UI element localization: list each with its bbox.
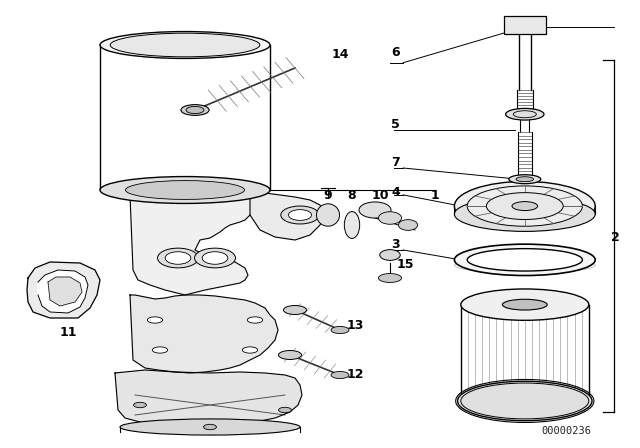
Ellipse shape xyxy=(181,105,209,116)
Text: 9: 9 xyxy=(324,189,332,202)
Ellipse shape xyxy=(509,175,541,184)
Text: 8: 8 xyxy=(348,189,356,202)
Ellipse shape xyxy=(454,197,595,231)
Ellipse shape xyxy=(165,252,191,264)
Text: 7: 7 xyxy=(391,156,400,169)
Ellipse shape xyxy=(461,383,589,419)
Ellipse shape xyxy=(281,206,319,224)
Ellipse shape xyxy=(186,107,204,114)
Ellipse shape xyxy=(120,419,300,435)
Ellipse shape xyxy=(502,299,547,310)
Text: 6: 6 xyxy=(391,46,400,60)
Ellipse shape xyxy=(331,327,349,334)
Ellipse shape xyxy=(195,248,236,268)
Text: 15: 15 xyxy=(396,258,413,271)
Ellipse shape xyxy=(512,202,538,211)
Text: 00000236: 00000236 xyxy=(541,426,591,436)
Ellipse shape xyxy=(486,193,563,220)
Polygon shape xyxy=(38,270,88,313)
Ellipse shape xyxy=(461,289,589,320)
Text: 4: 4 xyxy=(391,186,400,199)
Ellipse shape xyxy=(467,186,582,226)
Text: 12: 12 xyxy=(346,369,364,382)
Ellipse shape xyxy=(100,31,270,58)
Ellipse shape xyxy=(516,177,534,182)
Ellipse shape xyxy=(398,220,418,230)
Polygon shape xyxy=(130,295,278,373)
Text: 11: 11 xyxy=(60,326,77,339)
Ellipse shape xyxy=(378,212,401,224)
Ellipse shape xyxy=(380,250,400,260)
Ellipse shape xyxy=(204,424,216,430)
Ellipse shape xyxy=(344,211,360,238)
Polygon shape xyxy=(115,370,302,427)
Ellipse shape xyxy=(243,347,258,353)
Ellipse shape xyxy=(157,248,198,268)
Ellipse shape xyxy=(317,204,339,226)
Polygon shape xyxy=(250,193,325,240)
Ellipse shape xyxy=(202,252,228,264)
Ellipse shape xyxy=(247,317,262,323)
Ellipse shape xyxy=(454,244,595,276)
Ellipse shape xyxy=(100,177,270,203)
Text: 10: 10 xyxy=(371,189,388,202)
Ellipse shape xyxy=(454,181,595,231)
Ellipse shape xyxy=(359,202,391,218)
Ellipse shape xyxy=(458,381,592,421)
Bar xyxy=(504,16,545,34)
Ellipse shape xyxy=(134,402,147,408)
Ellipse shape xyxy=(152,347,168,353)
Text: 3: 3 xyxy=(391,237,400,251)
Ellipse shape xyxy=(278,407,291,413)
Ellipse shape xyxy=(125,181,244,199)
Text: 14: 14 xyxy=(332,48,349,61)
Ellipse shape xyxy=(467,249,582,271)
Polygon shape xyxy=(48,277,82,306)
Text: 13: 13 xyxy=(346,319,364,332)
Text: 1: 1 xyxy=(431,189,440,202)
Ellipse shape xyxy=(278,350,301,359)
Ellipse shape xyxy=(284,306,307,314)
Ellipse shape xyxy=(110,33,260,57)
Ellipse shape xyxy=(289,210,312,220)
Ellipse shape xyxy=(147,317,163,323)
Text: 5: 5 xyxy=(391,118,400,131)
Polygon shape xyxy=(27,262,100,318)
Ellipse shape xyxy=(331,371,349,379)
Ellipse shape xyxy=(506,108,544,120)
Ellipse shape xyxy=(513,111,536,118)
Text: 2: 2 xyxy=(611,231,620,244)
Ellipse shape xyxy=(378,274,401,283)
Polygon shape xyxy=(130,192,250,295)
